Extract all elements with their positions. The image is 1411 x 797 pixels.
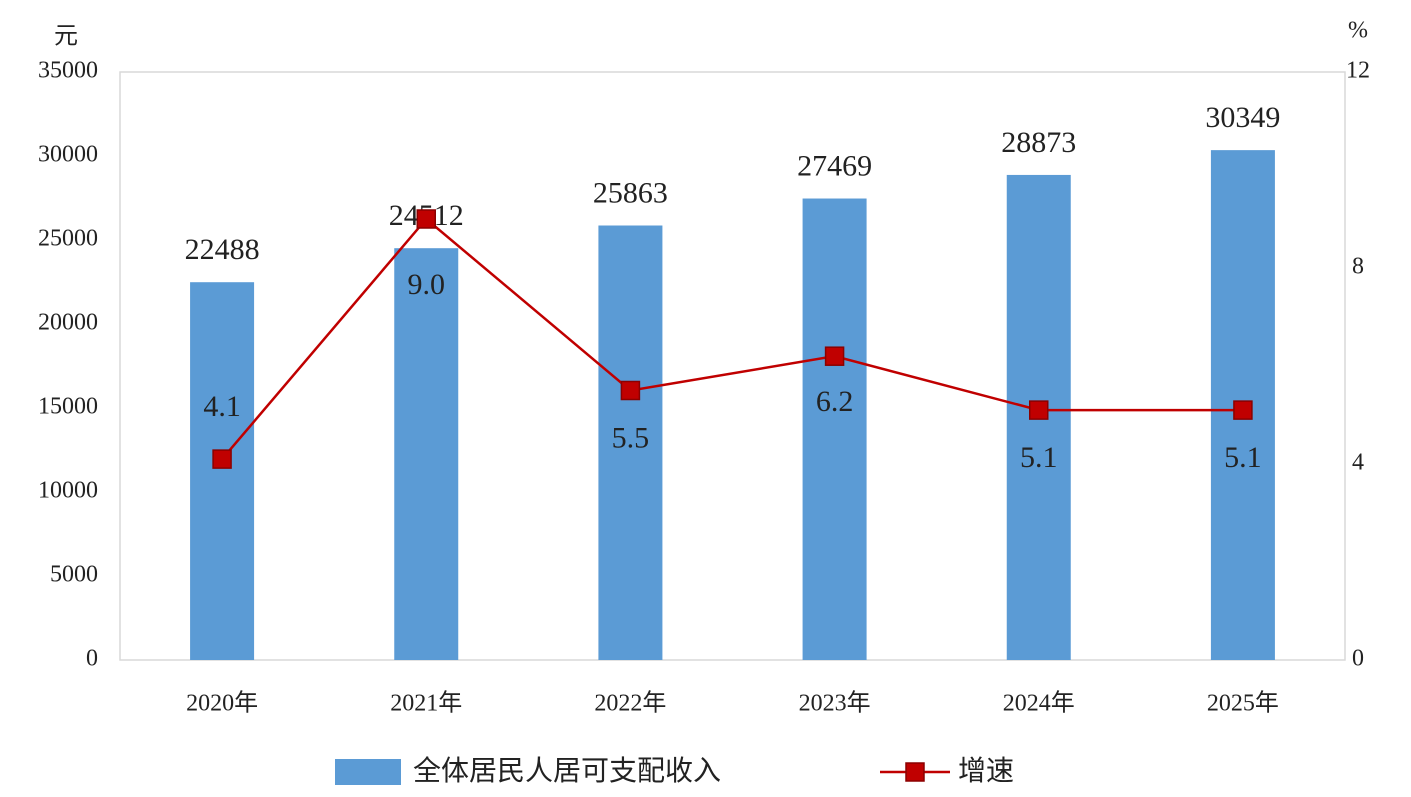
line [221, 217, 1243, 460]
x-tick-label: 2022年 [594, 690, 666, 717]
line-marker [212, 449, 232, 469]
y2-axis-unit: % [1348, 18, 1368, 44]
line-marker [416, 209, 436, 229]
y-tick-label: 30000 [38, 142, 98, 168]
y-tick-label: 35000 [38, 58, 98, 84]
legend-label: 全体居民人居可支配收入 [413, 754, 721, 787]
y-tick-label: 0 [86, 646, 98, 672]
y-tick-label: 20000 [38, 310, 98, 336]
line-value-label: 5.5 [612, 421, 650, 454]
line-marker [1029, 400, 1049, 420]
line-marker [1233, 400, 1253, 420]
line-value-label: 5.1 [1020, 441, 1058, 474]
x-tick-label: 2023年 [799, 690, 871, 717]
x-tick-label: 2024年 [1003, 690, 1075, 717]
bar [802, 198, 867, 660]
x-tick-label: 2021年 [390, 690, 462, 717]
bar [598, 225, 663, 661]
y2-tick-label: 12 [1346, 58, 1370, 84]
line-marker [620, 380, 641, 401]
y-tick-label: 15000 [38, 394, 98, 420]
legend-label: 增速 [958, 754, 1014, 787]
line-marker [824, 346, 845, 366]
y-axis-unit: 元 [54, 24, 78, 50]
plot-area [119, 71, 1346, 661]
line-value-label: 9.0 [408, 268, 446, 301]
bar-value-label: 25863 [593, 176, 668, 209]
x-tick-label: 2025年 [1207, 690, 1279, 717]
bar-value-label: 28873 [1001, 126, 1076, 159]
x-tick-label: 2020年 [186, 690, 258, 717]
y-tick-label: 5000 [50, 562, 98, 588]
line-value-label: 6.2 [816, 385, 854, 418]
y2-tick-label: 0 [1352, 646, 1364, 672]
y-tick-label: 10000 [38, 478, 98, 504]
y2-tick-label: 8 [1352, 254, 1364, 280]
bar [190, 282, 255, 660]
bar-value-label: 22488 [185, 233, 260, 266]
legend-swatch [905, 762, 925, 782]
bar [394, 248, 459, 660]
bar-value-label: 27469 [797, 149, 872, 182]
line-value-label: 5.1 [1224, 441, 1262, 474]
y2-tick-label: 4 [1352, 450, 1364, 476]
y-tick-label: 25000 [38, 226, 98, 252]
legend-swatch [335, 759, 401, 785]
line-value-label: 4.1 [203, 390, 241, 423]
bar-value-label: 30349 [1205, 101, 1280, 134]
